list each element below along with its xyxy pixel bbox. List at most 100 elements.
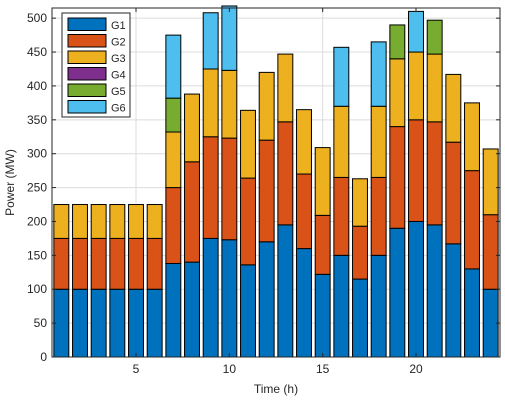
bar-g3-hour-23	[464, 102, 480, 172]
bar-g3-hour-1	[53, 204, 70, 239]
legend: G1 G2 G3 G4 G5 G6	[61, 12, 131, 118]
bar-g1-hour-3	[90, 288, 107, 358]
legend-swatch-g3	[67, 50, 107, 64]
bar-g2-hour-10	[221, 137, 238, 241]
bar-g2-hour-16	[333, 176, 350, 256]
bar-g3-hour-15	[314, 147, 331, 216]
bar-g3-hour-17	[352, 178, 368, 227]
y-tick-label: 100	[27, 282, 47, 296]
bar-g1-hour-10	[221, 239, 238, 358]
bar-g1-hour-16	[333, 254, 350, 358]
bar-g2-hour-6	[146, 237, 163, 290]
bar-g1-hour-12	[258, 241, 275, 358]
bar-g1-hour-7	[165, 262, 182, 358]
bar-g6-hour-18	[370, 41, 387, 107]
bar-g2-hour-22	[445, 141, 462, 245]
bar-group	[53, 5, 499, 358]
bar-g1-hour-23	[464, 268, 480, 358]
y-tick-label: 0	[40, 350, 47, 364]
bar-g5-hour-19	[389, 24, 406, 60]
bar-g1-hour-8	[184, 261, 200, 358]
bar-g3-hour-16	[333, 105, 350, 178]
bar-g3-hour-22	[445, 73, 462, 143]
legend-label-g4: G4	[111, 70, 126, 82]
bar-g1-hour-1	[53, 288, 70, 358]
bar-g1-hour-2	[72, 288, 88, 358]
bar-g2-hour-11	[240, 177, 256, 266]
bar-g6-hour-7	[165, 34, 182, 99]
bar-g2-hour-17	[352, 225, 368, 280]
bar-g2-hour-24	[482, 214, 499, 290]
legend-label-g6: G6	[111, 103, 126, 115]
y-axis-ticks: 0 50 100 150 200 250 300 350 400 450 500	[27, 11, 500, 364]
y-tick-label: 250	[27, 181, 47, 195]
y-tick-label: 150	[27, 248, 47, 262]
bar-g3-hour-3	[90, 204, 107, 239]
bar-g2-hour-7	[165, 187, 182, 264]
bar-g2-hour-14	[296, 173, 312, 250]
bar-g3-hour-8	[184, 93, 200, 163]
bar-g3-hour-18	[370, 105, 387, 178]
legend-swatch-g6	[67, 100, 107, 114]
bar-g2-hour-19	[389, 126, 406, 229]
bar-g3-hour-11	[240, 109, 256, 179]
bar-g1-hour-11	[240, 264, 256, 358]
legend-label-g3: G3	[111, 53, 126, 65]
legend-swatch-g1	[67, 17, 107, 31]
bar-g3-hour-20	[408, 51, 424, 121]
bar-g2-hour-5	[128, 237, 144, 290]
bar-g2-hour-18	[370, 176, 387, 256]
bar-g1-hour-18	[370, 254, 387, 358]
y-tick-label: 450	[27, 45, 47, 59]
legend-label-g1: G1	[111, 20, 126, 32]
bar-g2-hour-3	[90, 237, 107, 290]
legend-label-g2: G2	[111, 37, 126, 49]
x-axis-label: Time (h)	[254, 382, 298, 396]
legend-label-g5: G5	[111, 86, 126, 98]
bar-g2-hour-4	[109, 237, 126, 290]
bar-g2-hour-15	[314, 214, 331, 275]
bar-g2-hour-13	[277, 121, 294, 226]
bar-g1-hour-19	[389, 227, 406, 358]
bar-g2-hour-8	[184, 161, 200, 263]
y-tick-label: 200	[27, 214, 47, 228]
bar-g2-hour-23	[464, 170, 480, 270]
bar-g3-hour-14	[296, 109, 312, 175]
x-tick-label: 20	[409, 362, 423, 376]
legend-swatch-g2	[67, 34, 107, 48]
bar-g3-hour-19	[389, 58, 406, 128]
y-tick-label: 400	[27, 79, 47, 93]
bar-g1-hour-14	[296, 248, 312, 358]
bar-g2-hour-20	[408, 119, 424, 222]
bar-g3-hour-7	[165, 131, 182, 189]
bar-g2-hour-21	[426, 121, 443, 226]
bar-g3-hour-4	[109, 204, 126, 239]
bar-g1-hour-20	[408, 220, 424, 358]
y-axis-label: Power (MW)	[3, 149, 17, 216]
bar-g1-hour-6	[146, 288, 163, 358]
bar-g3-hour-6	[146, 204, 163, 239]
bar-g1-hour-15	[314, 273, 331, 358]
y-tick-label: 300	[27, 147, 47, 161]
bar-g6-hour-16	[333, 46, 350, 107]
y-tick-label: 350	[27, 113, 47, 127]
x-tick-label: 15	[316, 362, 330, 376]
bar-g3-hour-9	[202, 68, 219, 138]
x-tick-label: 5	[133, 362, 140, 376]
bar-g1-hour-24	[482, 288, 499, 358]
bar-g3-hour-21	[426, 53, 443, 123]
bar-g1-hour-5	[128, 288, 144, 358]
bar-g3-hour-13	[277, 53, 294, 123]
bar-g6-hour-9	[202, 12, 219, 70]
bar-g2-hour-12	[258, 139, 275, 243]
bar-g3-hour-24	[482, 148, 499, 216]
bar-g1-hour-13	[277, 224, 294, 358]
bar-g3-hour-5	[128, 204, 144, 239]
bar-g1-hour-21	[426, 224, 443, 358]
bar-g2-hour-1	[53, 237, 70, 290]
x-tick-label: 10	[223, 362, 237, 376]
legend-swatch-g5	[67, 83, 107, 97]
plot-frame	[51, 7, 501, 358]
bar-g3-hour-10	[221, 69, 238, 139]
